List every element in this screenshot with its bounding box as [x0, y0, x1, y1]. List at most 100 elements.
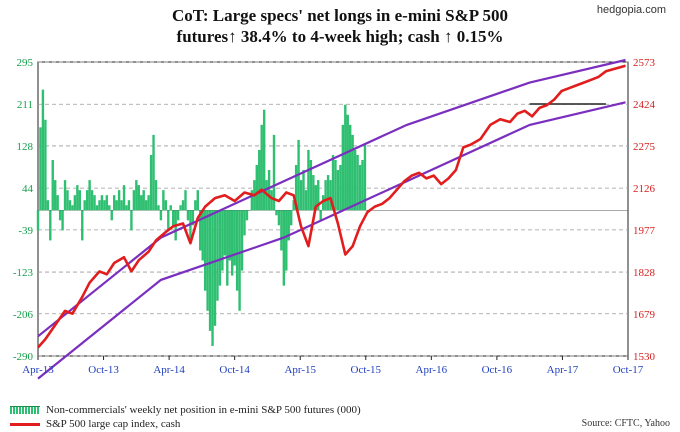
bar	[100, 195, 104, 211]
x-axis-tick-label: Apr-17	[547, 364, 579, 376]
bar	[117, 190, 121, 211]
bar	[191, 210, 195, 226]
bar	[110, 210, 113, 221]
bar	[154, 180, 158, 211]
right-axis-tick-label: 2275	[633, 141, 656, 153]
bar	[63, 180, 67, 211]
bar	[317, 180, 320, 211]
bar	[142, 190, 145, 211]
bar	[341, 124, 345, 211]
left-axis-tick-label: -123	[13, 267, 34, 279]
bar	[231, 210, 234, 276]
bar	[243, 210, 246, 236]
x-axis-tick-label: Oct-17	[613, 364, 644, 376]
bar	[159, 210, 163, 221]
right-axis-tick-label: 1977	[633, 225, 656, 237]
right-axis-tick-label: 1679	[633, 309, 656, 321]
brand-watermark: hedgopia.com	[596, 4, 666, 16]
legend-swatch-line	[10, 422, 40, 426]
bar	[312, 175, 315, 211]
bar	[103, 200, 106, 211]
bar	[213, 210, 217, 326]
x-axis-tick-label: Oct-13	[88, 364, 119, 376]
left-axis-tick-label: 295	[17, 57, 34, 69]
bar	[262, 109, 266, 211]
bar	[356, 154, 359, 211]
bar	[127, 200, 131, 211]
bar	[120, 200, 123, 211]
bar	[307, 149, 310, 211]
legend-label-bars: Non-commercials' weekly net position in …	[46, 404, 361, 416]
bar	[349, 124, 352, 211]
bar	[228, 210, 231, 261]
bar	[302, 170, 305, 211]
left-axis-tick-label: -39	[18, 225, 33, 237]
x-axis-tick-label: Oct-16	[482, 364, 513, 376]
x-axis-tick-label: Oct-15	[351, 364, 382, 376]
bar	[137, 185, 140, 211]
right-axis-tick-label: 2126	[633, 183, 656, 195]
bar	[152, 134, 155, 211]
bar	[83, 200, 86, 211]
bar	[255, 165, 258, 211]
bar	[115, 200, 118, 211]
bar	[36, 210, 40, 231]
bar	[235, 210, 239, 291]
bar	[233, 210, 236, 266]
bar	[319, 210, 322, 221]
bar	[76, 185, 79, 211]
bar	[61, 210, 64, 231]
bar	[181, 200, 185, 211]
bar	[248, 210, 251, 211]
right-axis-tick-label: 2573	[633, 57, 656, 69]
bar	[353, 149, 357, 211]
bar	[294, 165, 298, 211]
bar	[206, 210, 209, 311]
bar	[44, 119, 47, 211]
bar	[189, 210, 192, 241]
bar	[223, 210, 227, 256]
bar	[46, 200, 50, 211]
bar	[78, 190, 81, 211]
bar	[346, 114, 349, 211]
bar	[81, 210, 84, 241]
right-axis-tick-label: 1828	[633, 267, 656, 279]
bar	[144, 200, 148, 211]
bar	[172, 210, 175, 226]
legend-label-line: S&P 500 large cap index, cash	[46, 418, 181, 430]
bar	[66, 190, 69, 211]
bar	[344, 104, 347, 211]
bar	[122, 185, 126, 211]
bar	[324, 180, 327, 211]
legend-item-line: S&P 500 large cap index, cash	[10, 418, 180, 430]
legend-swatch-bars	[10, 406, 40, 414]
channel-lower-line	[37, 101, 626, 380]
x-axis-tick-label: Apr-13	[22, 364, 54, 376]
bar	[162, 190, 165, 211]
bar	[184, 190, 187, 211]
bar	[238, 210, 241, 311]
bar	[93, 195, 96, 211]
bar	[113, 195, 116, 211]
bar	[85, 190, 89, 211]
bar	[125, 205, 128, 211]
x-axis-tick-label: Oct-14	[219, 364, 250, 376]
bar	[71, 205, 74, 211]
bar	[334, 160, 337, 211]
bar	[329, 180, 332, 211]
bar	[287, 210, 290, 241]
bar	[282, 210, 286, 286]
bar	[258, 149, 261, 211]
bar	[267, 170, 271, 211]
bar	[351, 134, 354, 211]
bar	[167, 210, 170, 231]
left-axis-tick-label: -290	[13, 351, 34, 363]
channel-upper-line	[37, 58, 626, 338]
chart-title-line-1: CoT: Large specs' net longs in e-mini S&…	[172, 6, 508, 25]
legend-item-bars: Non-commercials' weekly net position in …	[10, 404, 361, 416]
bar	[314, 185, 317, 211]
bar	[135, 180, 138, 211]
bar	[58, 210, 62, 221]
bar	[95, 205, 99, 211]
